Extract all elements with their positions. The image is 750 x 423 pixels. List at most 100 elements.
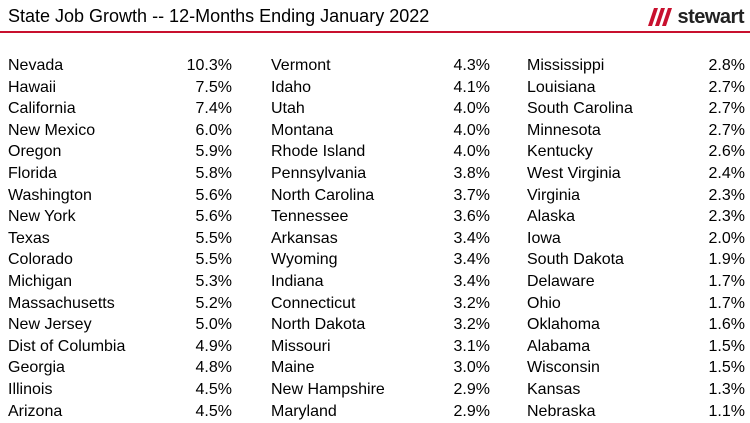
state-name: Maine <box>271 359 315 377</box>
state-name: Iowa <box>527 229 561 247</box>
growth-value: 5.8% <box>195 164 232 182</box>
state-name: Michigan <box>8 272 73 290</box>
growth-value: 4.5% <box>195 402 232 420</box>
growth-value: 5.9% <box>195 143 232 161</box>
state-name: Idaho <box>271 78 312 96</box>
growth-value: 3.2% <box>453 294 490 312</box>
growth-value: 2.9% <box>453 380 490 398</box>
stewart-logo-text: stewart <box>677 5 744 28</box>
state-name: Mississippi <box>527 57 605 74</box>
table-row: Minnesota 2.7% <box>527 120 745 142</box>
table-row: Mississippi 2.8% <box>527 55 745 77</box>
state-name: Oklahoma <box>527 316 600 334</box>
table-row: Massachusetts 5.2% <box>8 293 232 315</box>
state-name: Kansas <box>527 380 581 398</box>
table-row: New Mexico 6.0% <box>8 120 232 142</box>
table-row: Idaho 4.1% <box>271 77 490 99</box>
state-name: Georgia <box>8 359 65 377</box>
growth-value: 1.7% <box>708 294 745 312</box>
header-divider <box>0 31 750 33</box>
state-name: Rhode Island <box>271 143 366 161</box>
growth-value: 2.9% <box>453 402 490 420</box>
growth-value: 1.9% <box>708 251 745 269</box>
state-name: Kentucky <box>527 143 593 161</box>
table-row: New York 5.6% <box>8 206 232 228</box>
stewart-logo: stewart <box>648 5 744 29</box>
growth-value: 2.8% <box>708 57 745 74</box>
growth-value: 3.2% <box>453 316 490 334</box>
table-row: Rhode Island 4.0% <box>271 141 490 163</box>
growth-value: 4.1% <box>453 78 490 96</box>
table-row: Washington 5.6% <box>8 185 232 207</box>
growth-value: 5.6% <box>195 208 232 226</box>
table-row: North Dakota 3.2% <box>271 314 490 336</box>
state-name: Indiana <box>271 272 324 290</box>
table-row: Indiana 3.4% <box>271 271 490 293</box>
state-name: Wisconsin <box>527 359 600 377</box>
growth-value: 2.7% <box>708 121 745 139</box>
growth-value: 4.5% <box>195 380 232 398</box>
table-row: Delaware 1.7% <box>527 271 745 293</box>
table-row: New Hampshire 2.9% <box>271 379 490 401</box>
state-name: West Virginia <box>527 164 621 182</box>
state-name: New Hampshire <box>271 380 385 398</box>
table-row: Alaska 2.3% <box>527 206 745 228</box>
table-column-3: Mississippi 2.8% Louisiana 2.7% South Caroli… <box>527 55 745 422</box>
state-name: Alabama <box>527 337 591 355</box>
table-row: Vermont 4.3% <box>271 55 490 77</box>
table-row: Colorado 5.5% <box>8 249 232 271</box>
growth-value: 1.3% <box>708 380 745 398</box>
state-name: South Dakota <box>527 251 624 269</box>
table-row: California 7.4% <box>8 98 232 120</box>
growth-value: 4.3% <box>453 57 490 74</box>
growth-value: 3.4% <box>453 229 490 247</box>
state-name: Illinois <box>8 380 53 398</box>
table-row: Wyoming 3.4% <box>271 249 490 271</box>
state-name: Texas <box>8 229 50 247</box>
growth-value: 1.6% <box>708 316 745 334</box>
state-name: Wyoming <box>271 251 338 269</box>
state-name: Nebraska <box>527 402 596 420</box>
state-name: Hawaii <box>8 78 57 96</box>
table-row: Oregon 5.9% <box>8 141 232 163</box>
state-name: North Dakota <box>271 316 366 334</box>
table-row: Texas 5.5% <box>8 228 232 250</box>
growth-value: 4.9% <box>195 337 232 355</box>
growth-value: 2.7% <box>708 100 745 118</box>
state-name: Colorado <box>8 251 73 269</box>
growth-value: 7.5% <box>195 78 232 96</box>
growth-value: 5.5% <box>195 251 232 269</box>
table-row: Nevada 10.3% <box>8 55 232 77</box>
table-row: Kentucky 2.6% <box>527 141 745 163</box>
table-row: Alabama 1.5% <box>527 336 745 358</box>
state-name: Vermont <box>271 57 331 74</box>
state-name: Washington <box>8 186 92 204</box>
growth-value: 10.3% <box>186 57 232 74</box>
growth-value: 1.1% <box>708 402 745 420</box>
stewart-logo-icon <box>648 8 673 26</box>
growth-value: 4.8% <box>195 359 232 377</box>
growth-value: 4.0% <box>453 121 490 139</box>
state-name: Connecticut <box>271 294 356 312</box>
table-row: Michigan 5.3% <box>8 271 232 293</box>
growth-value: 3.6% <box>453 208 490 226</box>
table-row: Oklahoma 1.6% <box>527 314 745 336</box>
growth-value: 1.5% <box>708 359 745 377</box>
state-name: Utah <box>271 100 305 118</box>
table-row: Utah 4.0% <box>271 98 490 120</box>
table-row: Connecticut 3.2% <box>271 293 490 315</box>
state-name: Virginia <box>527 186 581 204</box>
table-row: Florida 5.8% <box>8 163 232 185</box>
state-name: Ohio <box>527 294 561 312</box>
table-row: Maryland 2.9% <box>271 401 490 423</box>
table-row: Illinois 4.5% <box>8 379 232 401</box>
table-row: Montana 4.0% <box>271 120 490 142</box>
growth-value: 5.2% <box>195 294 232 312</box>
growth-value: 2.0% <box>708 229 745 247</box>
table-row: Ohio 1.7% <box>527 293 745 315</box>
table-row: Louisiana 2.7% <box>527 77 745 99</box>
growth-value: 3.7% <box>453 186 490 204</box>
state-name: Alaska <box>527 208 576 226</box>
state-name: Montana <box>271 121 334 139</box>
state-name: New Mexico <box>8 121 96 139</box>
